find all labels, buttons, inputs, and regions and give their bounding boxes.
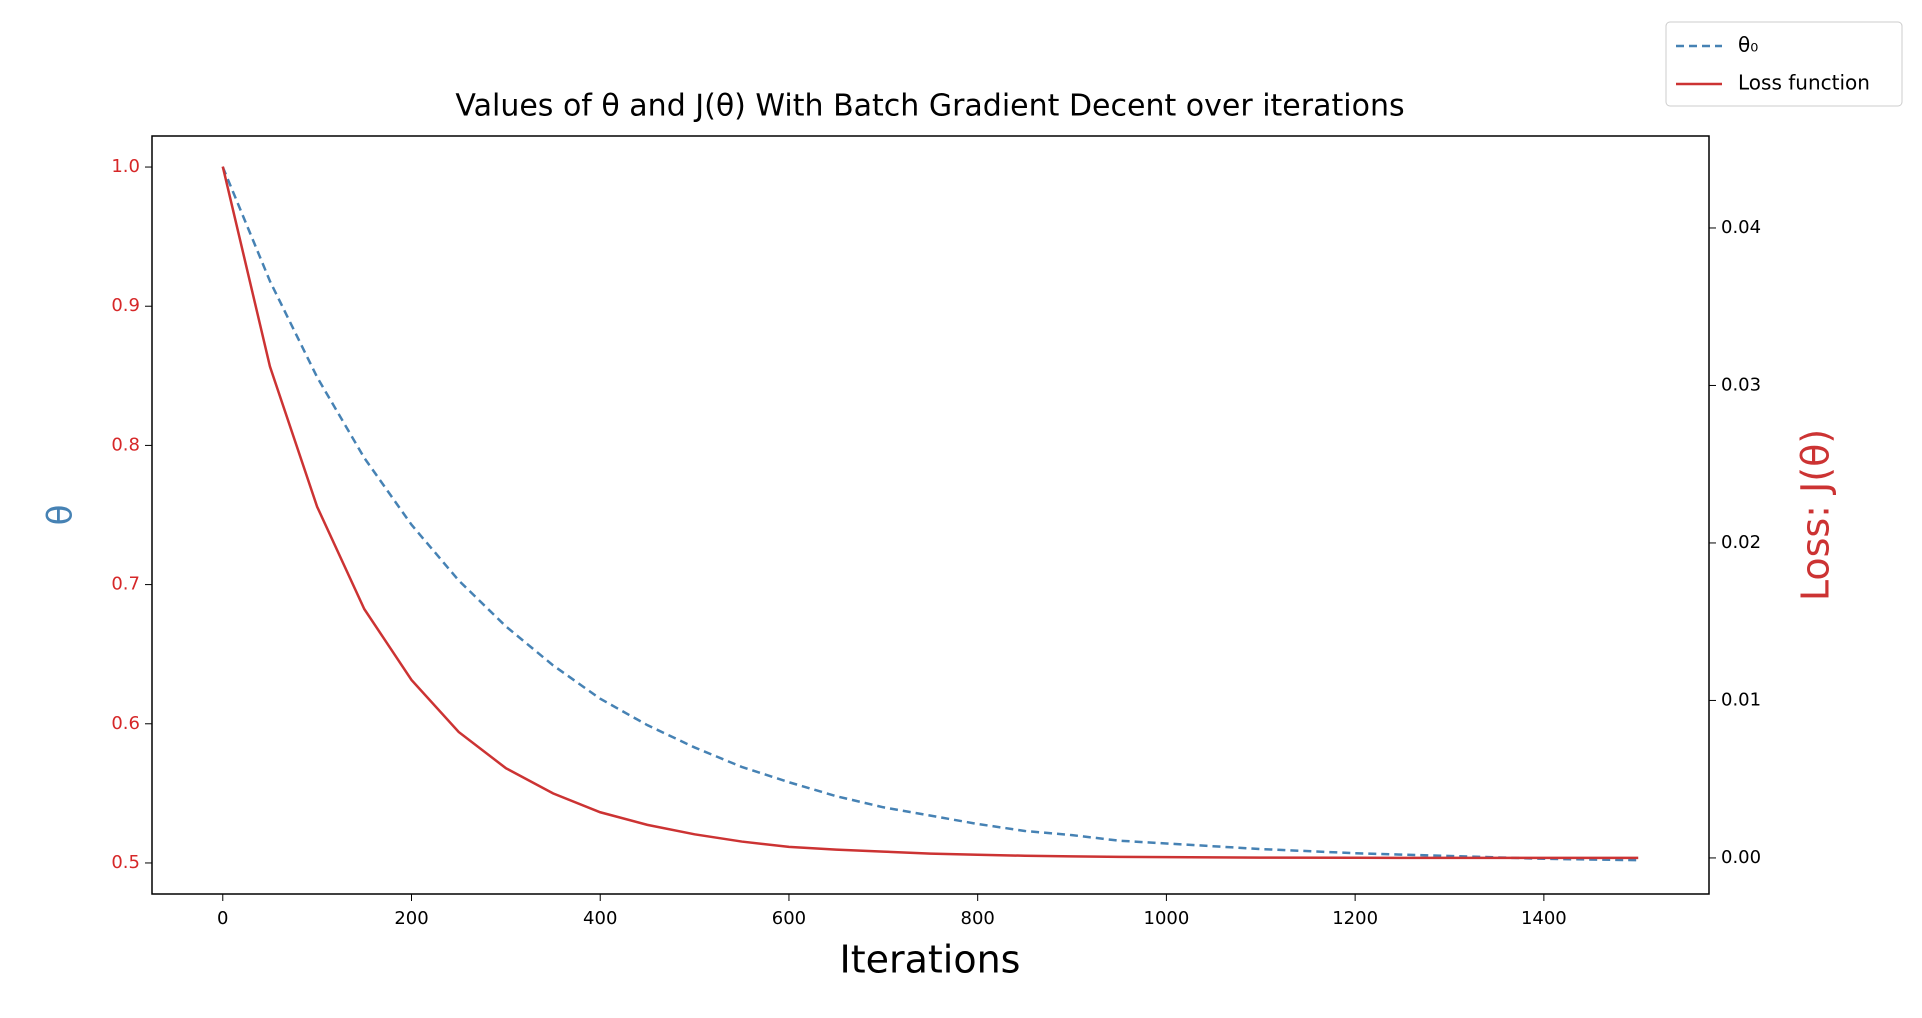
y-tick-label: 0.8 (111, 434, 140, 455)
x-tick-label: 0 (217, 908, 228, 929)
y2-tick-label: 0.01 (1721, 689, 1761, 710)
plot-frame (151, 135, 1710, 895)
y-tick-label: 1.0 (111, 156, 140, 177)
x-tick-label: 1000 (1144, 908, 1190, 929)
y-tick-label: 0.6 (111, 713, 140, 734)
x-tick-label: 1200 (1332, 908, 1378, 929)
x-tick-label: 600 (772, 908, 806, 929)
line-series (221, 166, 1639, 862)
y-tick-label: 0.7 (111, 574, 140, 595)
x-axis-label: Iterations (840, 938, 1021, 982)
legend-label: Loss function (1738, 71, 1870, 95)
legend-box (1665, 21, 1903, 107)
y-tick-label: 0.9 (111, 295, 140, 316)
y2-tick-label: 0.00 (1721, 847, 1761, 868)
y2-axis-label: Loss: J(θ) (1794, 429, 1838, 601)
x-tick-label: 400 (583, 908, 617, 929)
x-tick-label: 200 (394, 908, 428, 929)
y2-tick-label: 0.03 (1721, 374, 1761, 395)
y-axis-label: θ (41, 505, 81, 526)
x-tick-label: 1400 (1521, 908, 1567, 929)
y2-tick-label: 0.04 (1721, 217, 1761, 238)
x-tick-label: 800 (961, 908, 995, 929)
y2-tick-label: 0.02 (1721, 532, 1761, 553)
legend-label: θ₀ (1738, 33, 1758, 57)
y-tick-label: 0.5 (111, 852, 140, 873)
line-series (221, 166, 1639, 860)
chart-title: Values of θ and J(θ) With Batch Gradient… (455, 89, 1404, 124)
